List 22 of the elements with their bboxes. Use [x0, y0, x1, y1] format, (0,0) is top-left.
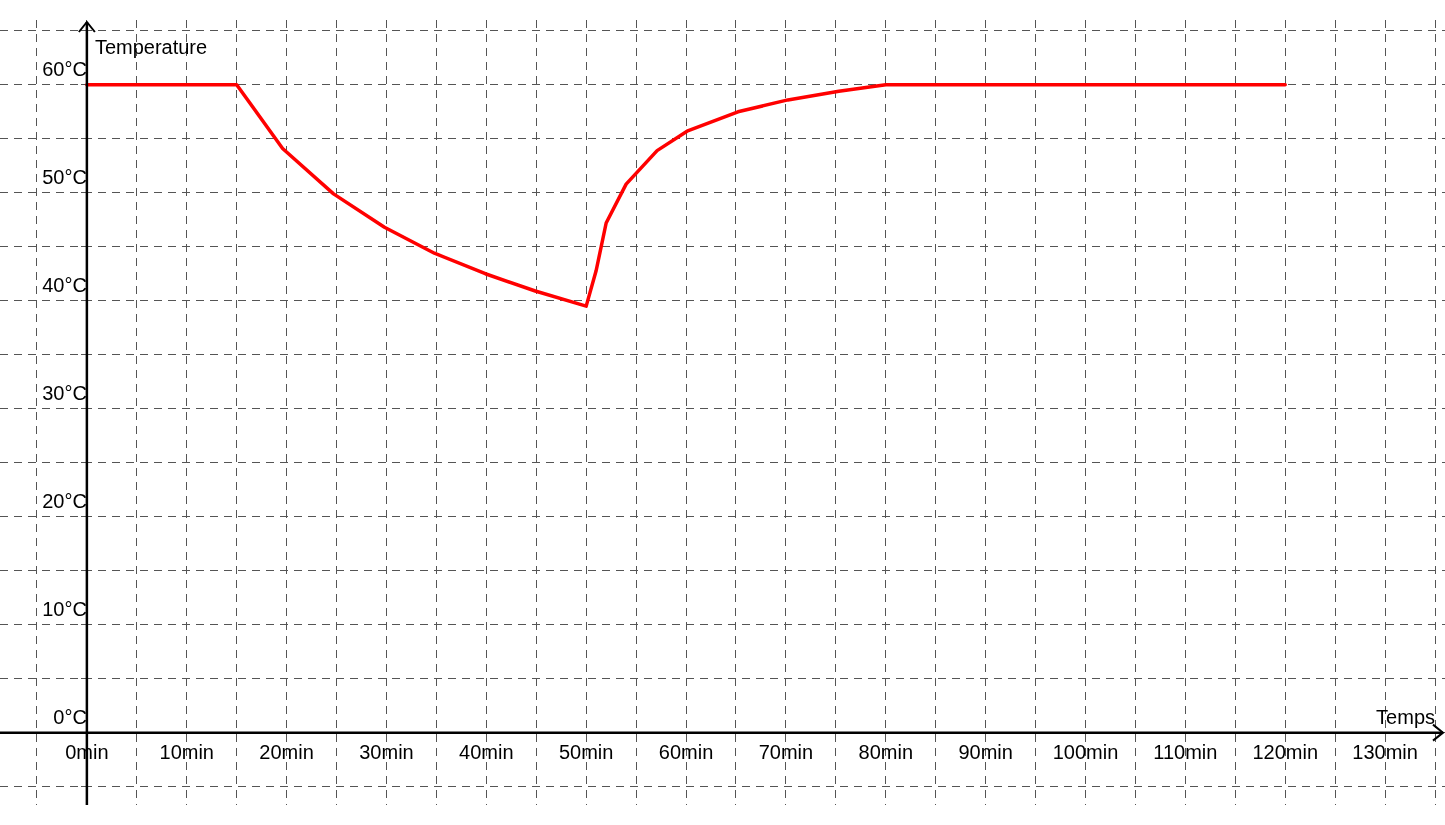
x-tick-label: 10min [159, 741, 214, 764]
x-tick-label: 60min [658, 741, 714, 764]
y-tick-label: 50°C [42, 166, 87, 189]
x-tick-label: 20min [259, 741, 314, 764]
x-tick-label: 100min [1052, 741, 1119, 764]
y-tick-label: 40°C [42, 274, 87, 297]
y-axis-title: Temperature [94, 35, 208, 58]
x-tick-label: 70min [758, 741, 814, 764]
x-tick-label: 80min [858, 741, 914, 764]
x-tick-label: 50min [558, 741, 614, 764]
x-tick-label: 130min [1352, 741, 1418, 764]
y-tick-label: 20°C [42, 490, 87, 513]
y-tick-label: 30°C [42, 382, 87, 405]
x-tick-label: 110min [1153, 741, 1218, 764]
x-tick-label: 40min [459, 741, 514, 764]
y-tick-label: 10°C [42, 598, 87, 621]
x-tick-label: 120min [1252, 741, 1319, 764]
x-tick-label: 90min [958, 741, 1013, 764]
x-axis-title: Temps [1376, 706, 1435, 729]
x-tick-label: 30min [359, 741, 414, 764]
y-tick-label: 60°C [42, 58, 87, 81]
y-tick-label: 0°C [53, 706, 87, 729]
